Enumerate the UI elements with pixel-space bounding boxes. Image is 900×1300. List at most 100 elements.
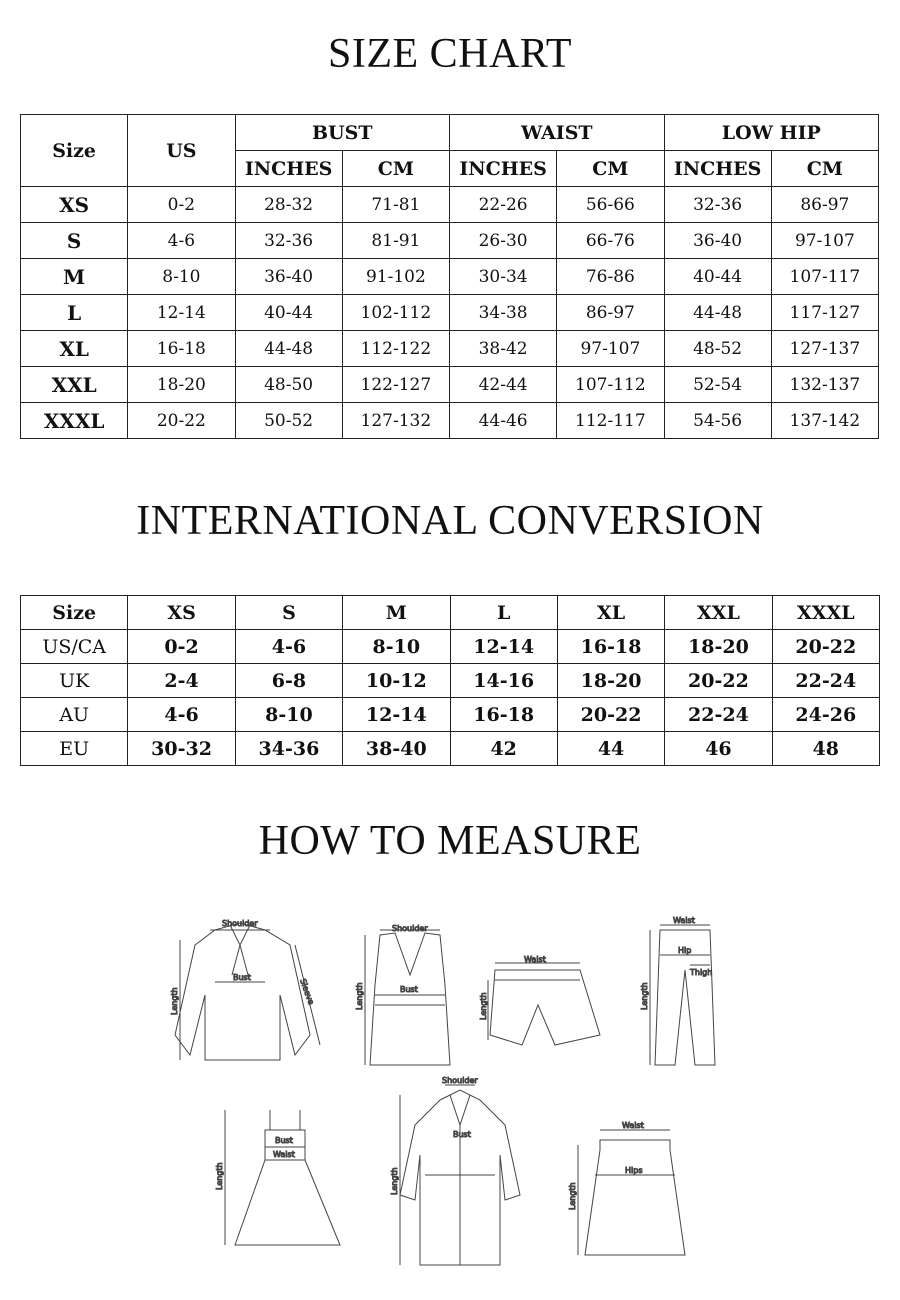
table-units-row: INCHES CM INCHES CM INCHES CM (21, 150, 880, 187)
table-cell: 26-30 (448, 222, 558, 259)
shorts-illustration: Waist Length (479, 955, 601, 1046)
table-row: XS 0-2 28-32 71-81 22-26 56-66 32-36 86-97 (19, 186, 880, 223)
coat-illustration: Shoulder Bust Length (390, 1076, 521, 1266)
label-shoulder: Shoulder (222, 919, 258, 928)
table-cell: 66-76 (556, 222, 665, 259)
table-cell: 20-22 (664, 663, 773, 698)
size-label: S (19, 222, 129, 259)
table-cell: 107-112 (556, 366, 665, 403)
table-cell: 36-40 (663, 222, 772, 259)
table-row: XXL 18-20 48-50 122-127 42-44 107-112 52-54 132… (19, 366, 880, 403)
how-to-measure-title: HOW TO MEASURE (258, 818, 642, 864)
header-unit-inches: INCHES (448, 150, 558, 187)
table-cell: 102-112 (341, 294, 451, 331)
table-cell: 18-20 (127, 366, 236, 403)
header-unit-cm: CM (341, 150, 451, 187)
label-length: Length (640, 982, 649, 1010)
table-cell: 112-117 (556, 402, 665, 439)
label-shoulder: Shoulder (442, 1076, 478, 1085)
table-row: S 4-6 32-36 81-91 26-30 66-76 36-40 97-107 (19, 222, 880, 259)
table-cell: 76-86 (556, 258, 665, 295)
table-cell: 97-107 (770, 222, 880, 259)
table-cell: 4-6 (127, 697, 236, 732)
table-cell: 42-44 (448, 366, 558, 403)
table-row: US/CA 0-2 4-6 8-10 12-14 16-18 18-20 20-22 (19, 629, 881, 664)
label-hip: Hip (678, 946, 691, 955)
table-cell: 117-127 (770, 294, 880, 331)
table-cell: 81-91 (341, 222, 451, 259)
size-label: L (19, 294, 129, 331)
region-label: US/CA (19, 629, 129, 664)
label-length: Length (170, 987, 179, 1015)
table-cell: 16-18 (556, 629, 666, 664)
blouse-illustration: Shoulder Bust Length Sleeve (170, 919, 321, 1061)
size-label: XXL (19, 366, 129, 403)
table-cell: 30-32 (127, 731, 236, 766)
table-cell: 20-22 (556, 697, 666, 732)
table-cell: 20-22 (771, 629, 881, 664)
size-chart-title: SIZE CHART (328, 31, 572, 77)
size-label: XS (19, 186, 129, 223)
label-length: Length (390, 1167, 399, 1195)
table-cell: 12-14 (449, 629, 558, 664)
header-cell: XS (127, 595, 236, 630)
table-cell: 40-44 (234, 294, 343, 331)
table-cell: 14-16 (449, 663, 558, 698)
table-cell: 38-42 (448, 330, 558, 367)
size-label: XL (19, 330, 129, 367)
table-cell: 6-8 (234, 663, 344, 698)
conversion-title: INTERNATIONAL CONVERSION (136, 498, 764, 544)
table-cell: 12-14 (127, 294, 236, 331)
table-cell: 28-32 (234, 186, 343, 223)
table-row: M 8-10 36-40 91-102 30-34 76-86 40-44 107-117 (19, 258, 880, 295)
table-cell: 71-81 (341, 186, 451, 223)
table-cell: 34-38 (448, 294, 558, 331)
table-cell: 8-10 (127, 258, 236, 295)
label-waist: Waist (273, 1150, 295, 1159)
region-label: UK (19, 663, 129, 698)
table-cell: 48 (771, 731, 881, 766)
table-cell: 44 (556, 731, 666, 766)
table-cell: 38-40 (342, 731, 451, 766)
label-shoulder: Shoulder (392, 924, 428, 933)
table-cell: 30-34 (448, 258, 558, 295)
table-cell: 34-36 (234, 731, 344, 766)
table-cell: 0-2 (127, 629, 236, 664)
table-cell: 22-24 (664, 697, 773, 732)
table-cell: 8-10 (234, 697, 344, 732)
table-cell: 12-14 (342, 697, 451, 732)
table-cell: 24-26 (771, 697, 881, 732)
size-label: M (19, 258, 129, 295)
table-cell: 97-107 (556, 330, 665, 367)
table-cell: 91-102 (341, 258, 451, 295)
table-cell: 18-20 (664, 629, 773, 664)
header-cell: S (234, 595, 344, 630)
table-cell: 32-36 (663, 186, 772, 223)
label-length: Length (215, 1162, 224, 1190)
region-label: EU (19, 731, 129, 766)
table-cell: 2-4 (127, 663, 236, 698)
table-cell: 127-132 (341, 402, 451, 439)
table-cell: 122-127 (341, 366, 451, 403)
table-cell: 44-46 (448, 402, 558, 439)
header-unit-cm: CM (556, 150, 665, 187)
table-cell: 44-48 (234, 330, 343, 367)
header-unit-inches: INCHES (234, 150, 343, 187)
header-cell: XXL (664, 595, 773, 630)
table-cell: 22-26 (448, 186, 558, 223)
label-length: Length (355, 982, 364, 1010)
table-cell: 50-52 (234, 402, 343, 439)
table-cell: 127-137 (770, 330, 880, 367)
label-waist: Waist (673, 916, 695, 925)
pants-illustration: Waist Hip Thigh Length (640, 916, 716, 1066)
table-cell: 86-97 (556, 294, 665, 331)
label-length: Length (479, 992, 488, 1020)
header-cell: M (342, 595, 451, 630)
table-cell: 48-50 (234, 366, 343, 403)
table-row: UK 2-4 6-8 10-12 14-16 18-20 20-22 22-24 (19, 663, 881, 698)
table-header-row: Size US BUST WAIST LOW HIP (19, 114, 879, 187)
skirt-illustration: Waist Hips Length (568, 1121, 686, 1256)
label-waist: Waist (524, 955, 546, 964)
header-cell: XL (556, 595, 666, 630)
tank-top-illustration: Shoulder Bust Length (355, 924, 451, 1066)
